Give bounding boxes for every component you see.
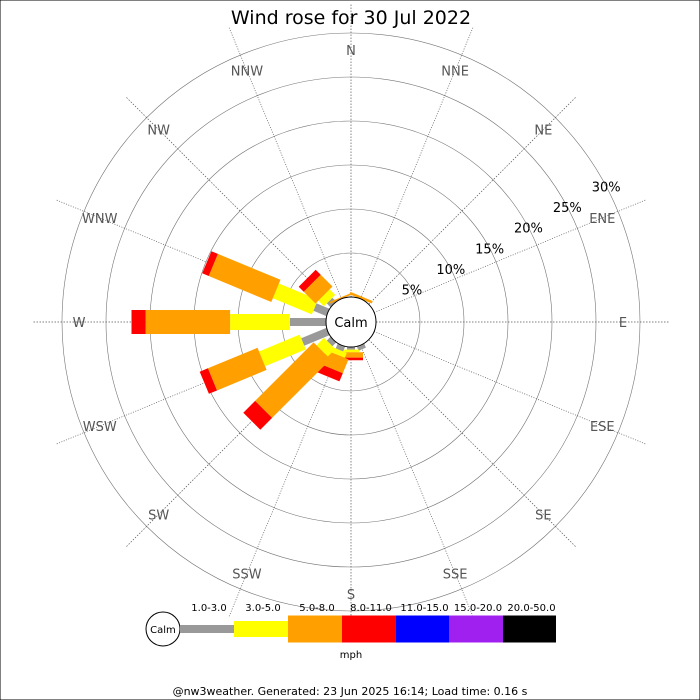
legend-swatch-4 (342, 615, 396, 643)
bar-sw-bin-2 (316, 337, 336, 357)
spoke-wsw (56, 331, 329, 445)
ring-labels: 5% 10% 15% 20% 25% 30% (402, 180, 621, 298)
compass-label-sw: SW (148, 508, 169, 523)
compass-label-ene: ENE (589, 212, 615, 227)
bar-wnw-bin-2 (272, 283, 318, 315)
compass-label-nnw: NNW (231, 65, 263, 80)
compass-label-se: SE (535, 508, 551, 523)
bar-wsw-bin-1 (301, 327, 330, 346)
compass-label-ese: ESE (590, 420, 615, 435)
ring-label-2: 10% (436, 263, 465, 278)
spoke-nne (360, 27, 474, 300)
bar-wnw-bin-4 (202, 251, 218, 276)
spoke-nnw (228, 27, 342, 300)
bar-nw-bin-4 (298, 269, 321, 292)
legend-swatch-7 (503, 615, 556, 643)
footer-text: @nw3weather. Generated: 23 Jun 2025 16:1… (173, 685, 528, 698)
compass-label-wsw: WSW (83, 420, 117, 435)
compass-label-n: N (346, 44, 356, 59)
spoke-sse (360, 344, 474, 617)
compass-label-ssw: SSW (232, 567, 262, 582)
bar-wnw-bin-1 (313, 303, 330, 317)
legend-swatch-5 (396, 615, 449, 643)
legend-swatch-3 (288, 615, 342, 643)
bar-w-bin-2 (230, 314, 290, 330)
bar-s-bin-2 (343, 349, 359, 353)
legend-label-2: 3.0-5.0 (245, 603, 280, 614)
legend-label-4: 8.0-11.0 (350, 603, 392, 614)
spoke-ne (368, 96, 577, 305)
legend-swatch-2 (234, 621, 288, 637)
legend-label-3: 5.0-8.0 (299, 603, 334, 614)
bar-nne-bin-3 (349, 291, 373, 304)
compass-label-e: E (619, 316, 627, 331)
legend-label-7: 20.0-50.0 (507, 603, 555, 614)
bar-wsw-bin-3 (207, 347, 267, 391)
calm-circle (325, 296, 377, 348)
legend-swatch-6 (449, 615, 503, 643)
bar-nw-bin-3 (303, 274, 333, 304)
bar-w-bin-1 (289, 318, 326, 326)
compass-label-ne: NE (534, 124, 552, 139)
legend-swatch-1 (180, 625, 234, 633)
wind-bars (131, 251, 373, 430)
legend-calm-label: Calm (150, 625, 176, 636)
bar-w-bin-3 (145, 310, 231, 334)
bar-sw-bin-3 (255, 342, 331, 418)
compass-label-sse: SSE (443, 567, 468, 582)
ring-label-1: 5% (402, 284, 423, 299)
bar-sw-bin-1 (326, 336, 337, 347)
spoke-wnw (56, 199, 329, 313)
bar-nnw-bin-3 (329, 292, 353, 304)
compass-label-wnw: WNW (82, 212, 118, 227)
ring-label-5: 25% (553, 201, 582, 216)
compass-label-nne: NNE (441, 65, 469, 80)
bar-ssw-bin-1 (335, 343, 346, 352)
spoke-ene (373, 199, 646, 313)
bar-ssw-bin-4 (317, 364, 343, 382)
calm-center: Calm (325, 296, 377, 348)
ring-label-6: 30% (592, 180, 621, 195)
spoke-ssw (228, 344, 342, 617)
calm-label: Calm (334, 316, 367, 331)
bar-wsw-bin-2 (259, 334, 306, 367)
bar-wsw-bin-4 (199, 368, 217, 394)
compass-label-nw: NW (147, 124, 170, 139)
legend-label-1: 1.0-3.0 (191, 603, 226, 614)
legend-label-5: 11.0-15.0 (400, 603, 448, 614)
bar-wnw-bin-3 (208, 253, 281, 302)
legend: Calm mph 1.0-3.0 3.0-5.0 5.0-8.0 8.0-11.0 11… (145, 603, 556, 661)
ring-label-4: 20% (514, 222, 543, 237)
bar-nw-bin-2 (318, 289, 336, 307)
bar-w-bin-4 (131, 310, 146, 334)
compass-label-w: W (73, 316, 86, 331)
bar-sse-bin-1 (356, 343, 366, 351)
spoke-se (368, 339, 577, 548)
ring-label-3: 15% (475, 242, 504, 257)
spoke-nw (125, 96, 334, 305)
compass-label-s: S (347, 588, 355, 603)
bar-sw-bin-4 (243, 400, 273, 430)
spoke-ese (373, 331, 646, 445)
legend-label-6: 15.0-20.0 (454, 603, 502, 614)
bar-s-bin-1 (347, 347, 355, 350)
legend-units: mph (340, 650, 362, 661)
